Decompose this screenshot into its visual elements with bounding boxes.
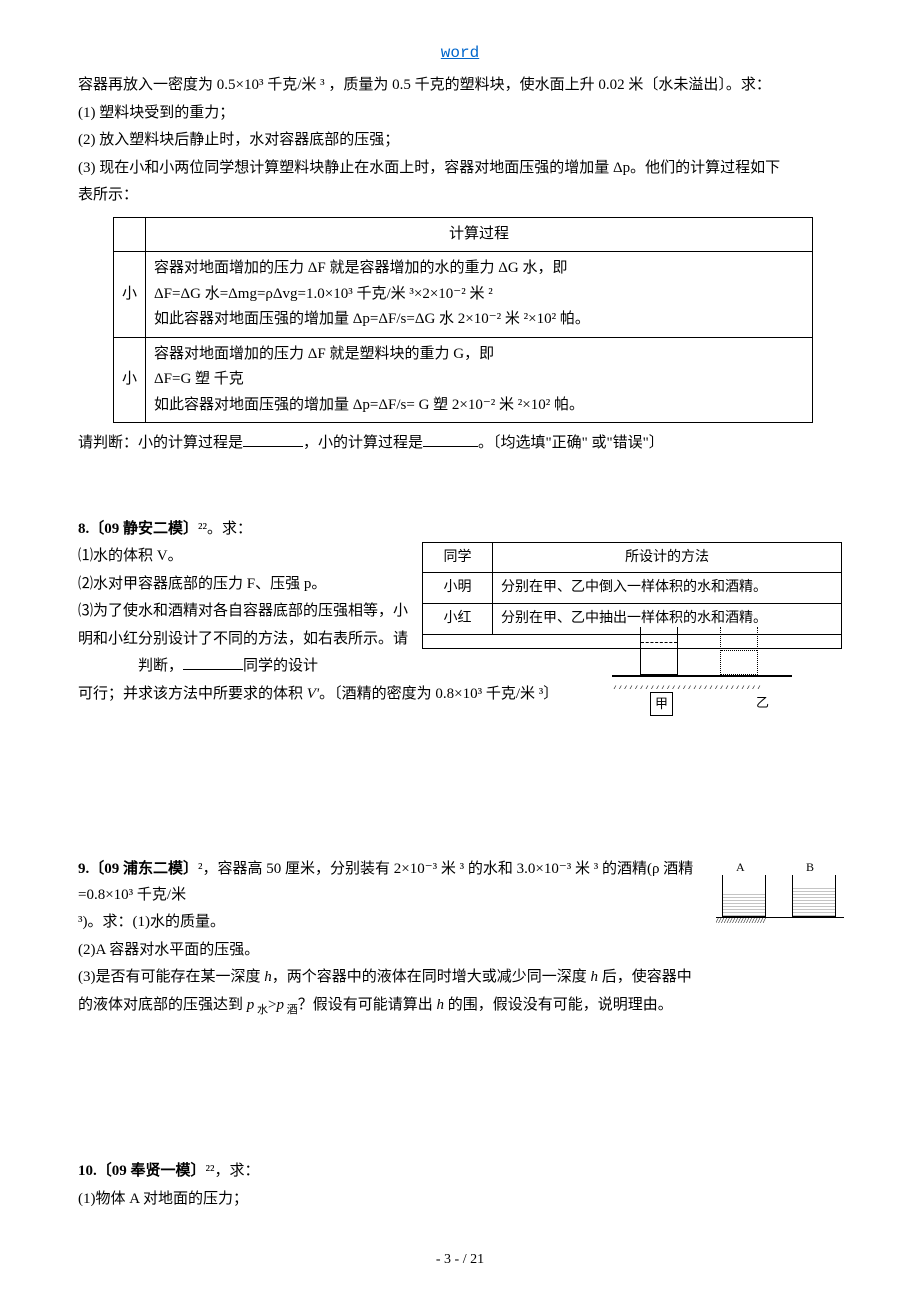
t2-h1: 同学 (423, 542, 493, 573)
t1-r1-l2: ΔF=ΔG 水=Δmg=ρΔvg=1.0×10³ 千克/米 ³×2×10⁻² 米… (154, 282, 804, 308)
liquid-jia (641, 642, 677, 674)
q9-l5h: h (437, 997, 445, 1013)
container-diagram-ab: A B ////////////////// (722, 861, 842, 931)
intro-q1: (1) 塑料块受到的重力； (78, 101, 842, 127)
intro-q3b: 表所示： (78, 183, 842, 209)
q9-l3: (2)A 容器对水平面的压强。 (78, 938, 718, 964)
table1-row1-content: 容器对地面增加的压力 ΔF 就是容器增加的水的重力 ΔG 水，即 ΔF=ΔG 水… (146, 252, 813, 338)
blank-2 (423, 446, 478, 447)
q9-w: 水 (254, 1004, 268, 1016)
q8-title-after: ²²。求： (198, 521, 252, 537)
q10-title-after: ²²，求： (206, 1163, 260, 1179)
fill-a (723, 894, 765, 916)
table1-row1-label: 小 (114, 252, 146, 338)
q8-l1: ⑴水的体积 V。 (78, 544, 418, 570)
label-jia: 甲 (650, 692, 673, 716)
container-diagram-jy: 甲 乙 (612, 627, 792, 717)
q9-l4h2: h (591, 969, 599, 985)
q8-l6-v: V' (307, 686, 319, 702)
q8-l3: ⑶为了使水和酒精对各自容器底部的压强相等，小 (78, 599, 418, 625)
blank-3 (183, 669, 243, 670)
page-footer: - 3 - / 21 (0, 1248, 920, 1272)
t2-r1c1: 小明 (423, 573, 493, 604)
container-yi (720, 627, 758, 675)
judge-prefix: 请判断：小的计算过程是 (78, 435, 243, 451)
q9-l2: ³)。求：(1)水的质量。 (78, 910, 718, 936)
q9-pj: p (276, 997, 284, 1013)
q8-l2: ⑵水对甲容器底部的压力 F、压强 p。 (78, 572, 418, 598)
calculation-table: 计算过程 小 容器对地面增加的压力 ΔF 就是容器增加的水的重力 ΔG 水，即 … (113, 217, 813, 424)
q8-l6-prefix: 可行；并求该方法中所要求的体积 (78, 686, 307, 702)
q9-l5b: ？假设有可能请算出 (298, 997, 437, 1013)
question-10: 10.〔09 奉贤一模〕²²，求： (1)物体 A 对地面的压力； (78, 1159, 842, 1212)
question-9: 9.〔09 浦东二模〕²，容器高 50 厘米，分别装有 2×10⁻³ 米 ³ 的… (78, 857, 842, 1019)
label-yi: 乙 (756, 692, 769, 714)
q8-title: 8.〔09 静安二模〕 (78, 521, 198, 537)
intro-line1: 容器再放入一密度为 0.5×10³ 千克/米 ³ ，质量为 0.5 千克的塑料块… (78, 73, 842, 99)
q10-l1: (1)物体 A 对地面的压力； (78, 1187, 842, 1213)
table1-row2-content: 容器对地面增加的压力 ΔF 就是塑料块的重力 G，即 ΔF=G 塑 千克 如此容… (146, 337, 813, 423)
t2-h2: 所设计的方法 (493, 542, 842, 573)
judge-line: 请判断：小的计算过程是 ，小的计算过程是 。〔均选填"正确" 或"错误"〕 (78, 431, 842, 457)
header-link[interactable]: word (78, 40, 842, 67)
q10-title: 10.〔09 奉贤一模〕 (78, 1163, 206, 1179)
q9-l5c: 的围，假设没有可能，说明理由。 (444, 997, 673, 1013)
question-8: 8.〔09 静安二模〕²²。求： ⑴水的体积 V。 ⑵水对甲容器底部的压力 F、… (78, 517, 842, 708)
ground-hatch-2: ////////////////// (716, 917, 844, 927)
q9-l4h1: h (264, 969, 272, 985)
q8-l4: 明和小红分别设计了不同的方法，如右表所示。请 (78, 627, 418, 653)
container-jia (640, 627, 678, 675)
t1-r2-l2: ΔF=G 塑 千克 (154, 367, 804, 393)
q8-l6-suffix: 。〔酒精的密度为 0.8×10³ 千克/米 ³〕 (319, 686, 558, 702)
t1-r2-l3: 如此容器对地面压强的增加量 Δp=ΔF/s= G 塑 2×10⁻² 米 ²×10… (154, 393, 804, 419)
t2-r2c1: 小红 (423, 604, 493, 635)
q9-l4a: (3)是否有可能存在某一深度 (78, 969, 264, 985)
judge-suffix: 。〔均选填"正确" 或"错误"〕 (478, 435, 664, 451)
blank-1 (243, 446, 303, 447)
q9-l4b: ，两个容器中的液体在同时增大或减少同一深度 (272, 969, 591, 985)
liquid-yi (721, 650, 757, 674)
fill-b (793, 888, 835, 916)
q8-l5-prefix: 判断， (138, 658, 183, 674)
container-a (722, 875, 766, 917)
ground-hatch (612, 677, 792, 689)
q9-title: 9.〔09 浦东二模〕 (78, 861, 198, 877)
t1-r1-l3: 如此容器对地面压强的增加量 Δp=ΔF/s=ΔG 水 2×10⁻² 米 ²×10… (154, 307, 804, 333)
q9-l4c: 后，使容器中 (598, 969, 692, 985)
t2-r1c2: 分别在甲、乙中倒入一样体积的水和酒精。 (493, 573, 842, 604)
q9-j: 酒 (284, 1004, 298, 1016)
table1-header: 计算过程 (146, 217, 813, 252)
intro-q2: (2) 放入塑料块后静止时，水对容器底部的压强； (78, 128, 842, 154)
intro-q3a: (3) 现在小和小两位同学想计算塑料块静止在水面上时，容器对地面压强的增加量 Δ… (78, 156, 842, 182)
judge-mid: ，小的计算过程是 (303, 435, 423, 451)
table1-header-blank (114, 217, 146, 252)
table1-row2-label: 小 (114, 337, 146, 423)
q9-l5a: 的液体对底部的压强达到 (78, 997, 247, 1013)
t1-r2-l1: 容器对地面增加的压力 ΔF 就是塑料块的重力 G，即 (154, 342, 804, 368)
container-b (792, 875, 836, 917)
t1-r1-l1: 容器对地面增加的压力 ΔF 就是容器增加的水的重力 ΔG 水，即 (154, 256, 804, 282)
q8-l5-suffix: 同学的设计 (243, 658, 318, 674)
